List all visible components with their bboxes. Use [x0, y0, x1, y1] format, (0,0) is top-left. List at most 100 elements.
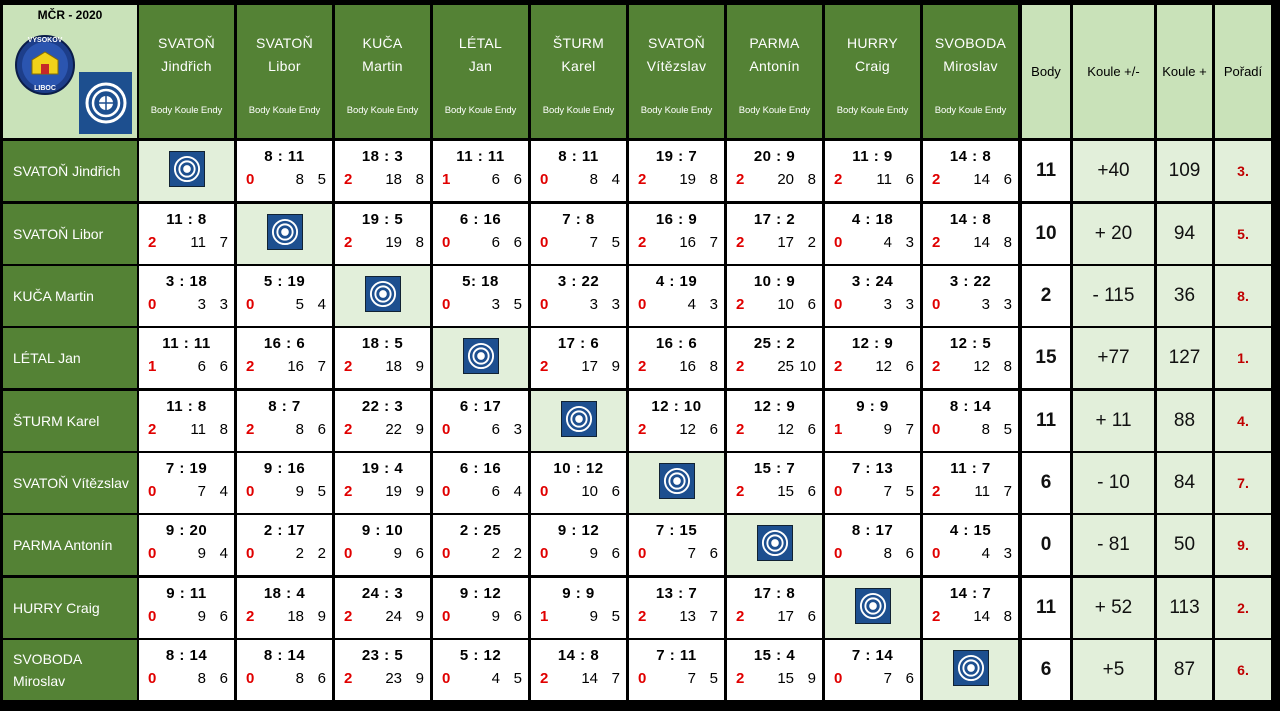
match-score: 9 : 10 [361, 522, 404, 539]
match-score: 7 : 13 [851, 460, 894, 477]
match-points: 2 [540, 670, 549, 687]
match-ends: 3 [1003, 545, 1012, 562]
match-score: 19 : 5 [361, 211, 404, 228]
match-balls: 24 [385, 608, 402, 625]
match-score: 14 : 8 [949, 148, 992, 165]
match-points: 0 [932, 296, 941, 313]
match-points: 2 [540, 358, 549, 375]
match-balls: 6 [491, 421, 500, 438]
match-ends: 7 [611, 670, 620, 687]
total-points: 11 [1022, 578, 1070, 638]
match-ends: 6 [807, 296, 816, 313]
match-cell: 9 : 12 0 9 6 [531, 515, 626, 575]
match-ends: 9 [415, 608, 424, 625]
player-surname: SVOBODA [934, 35, 1007, 51]
match-ends: 5 [513, 296, 522, 313]
total-points: 0 [1022, 515, 1070, 575]
player-firstname: Vítězslav [646, 58, 707, 74]
match-balls: 13 [679, 608, 696, 625]
player-name: PARMA Antonín [727, 32, 822, 78]
match-cell: 11 : 7 2 11 7 [923, 453, 1018, 513]
row-player-surname: SVOBODA [13, 651, 83, 667]
match-points: 0 [834, 670, 843, 687]
player-surname: ŠTURM [552, 35, 605, 51]
match-points: 2 [736, 483, 745, 500]
match-ends: 6 [905, 670, 914, 687]
match-cell: 12 : 9 2 12 6 [727, 391, 822, 451]
match-cell: 3 : 22 0 3 3 [923, 266, 1018, 326]
match-balls: 3 [883, 296, 892, 313]
match-points: 2 [638, 421, 647, 438]
match-balls: 12 [679, 421, 696, 438]
match-points: 2 [736, 296, 745, 313]
player-surname: SVATOŇ [157, 35, 216, 51]
match-score: 6 : 17 [459, 398, 502, 415]
match-cell: 10 : 9 2 10 6 [727, 266, 822, 326]
match-cell: 5 : 12 0 4 5 [433, 640, 528, 700]
match-ends: 5 [709, 670, 718, 687]
player-surname: PARMA [749, 35, 800, 51]
match-ends: 6 [807, 608, 816, 625]
match-score: 9 : 12 [557, 522, 600, 539]
match-balls: 9 [295, 483, 304, 500]
match-cell: 7 : 19 0 7 4 [139, 453, 234, 513]
match-points: 2 [148, 234, 157, 251]
match-score: 17 : 6 [557, 335, 600, 352]
player-firstname: Karel [561, 58, 596, 74]
match-ends: 6 [317, 421, 326, 438]
match-points: 1 [442, 171, 451, 188]
match-balls: 17 [581, 358, 598, 375]
match-points: 2 [344, 421, 353, 438]
match-cell: 8 : 17 0 8 6 [825, 515, 920, 575]
player-name: HURRY Craig [825, 32, 920, 78]
player-name: SVATOŇ Libor [237, 32, 332, 78]
final-rank: 2. [1215, 578, 1271, 638]
match-cell: 24 : 3 2 24 9 [335, 578, 430, 638]
match-score: 5: 18 [462, 273, 499, 290]
match-balls: 18 [287, 608, 304, 625]
match-cell: 25 : 2 2 25 10 [727, 328, 822, 388]
match-score: 18 : 3 [361, 148, 404, 165]
match-points: 0 [932, 545, 941, 562]
match-balls: 8 [883, 545, 892, 562]
match-cell: 2 : 17 0 2 2 [237, 515, 332, 575]
balls-scored: 109 [1157, 141, 1212, 201]
balls-difference: + 11 [1073, 391, 1154, 451]
match-score: 16 : 6 [263, 335, 306, 352]
total-points: 6 [1022, 453, 1070, 513]
match-cell: 18 : 3 2 18 8 [335, 141, 430, 201]
final-rank: 6. [1215, 640, 1271, 700]
match-score: 9 : 9 [562, 585, 595, 602]
match-score: 14 : 8 [949, 211, 992, 228]
match-balls: 3 [981, 296, 990, 313]
match-ends: 2 [513, 545, 522, 562]
final-rank: 7. [1215, 453, 1271, 513]
player-surname: KUČA [362, 35, 403, 51]
match-score: 8 : 14 [263, 647, 306, 664]
self-match-cell [727, 515, 822, 575]
match-score: 12 : 9 [753, 398, 796, 415]
final-rank: 8. [1215, 266, 1271, 326]
balls-scored: 87 [1157, 640, 1212, 700]
row-header-player: HURRY Craig [3, 578, 137, 638]
match-points: 2 [148, 421, 157, 438]
match-ends: 9 [317, 608, 326, 625]
match-balls: 23 [385, 670, 402, 687]
match-ends: 10 [799, 358, 816, 375]
match-ends: 9 [415, 483, 424, 500]
match-cell: 9 : 16 0 9 5 [237, 453, 332, 513]
row-player-firstname: Miroslav [13, 673, 66, 689]
match-cell: 5 : 19 0 5 4 [237, 266, 332, 326]
match-ends: 3 [709, 296, 718, 313]
match-score: 8 : 14 [165, 647, 208, 664]
match-ends: 8 [807, 171, 816, 188]
row-header-player: PARMA Antonín [3, 515, 137, 575]
match-balls: 7 [687, 545, 696, 562]
match-score: 12 : 5 [949, 335, 992, 352]
match-cell: 15 : 7 2 15 6 [727, 453, 822, 513]
match-cell: 12 : 5 2 12 8 [923, 328, 1018, 388]
match-points: 0 [638, 670, 647, 687]
match-points: 0 [148, 483, 157, 500]
row-header-player: SVOBODA Miroslav [3, 640, 137, 700]
match-score: 9 : 11 [166, 585, 207, 602]
